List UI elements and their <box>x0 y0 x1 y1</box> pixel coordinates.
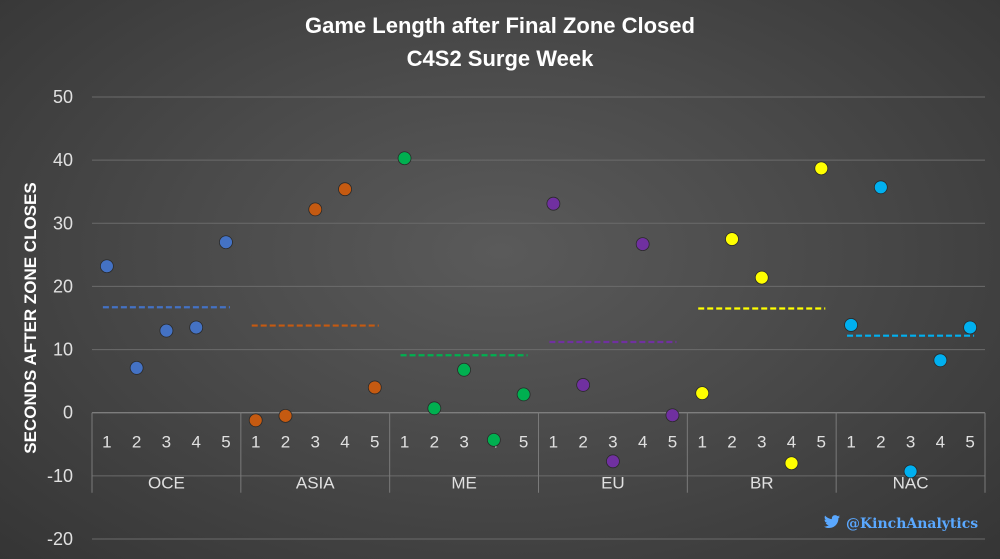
x-tick-label: 1 <box>697 433 706 452</box>
y-tick-label: 40 <box>53 150 73 170</box>
x-tick-label: 4 <box>936 433 945 452</box>
x-tick-label: 2 <box>727 433 736 452</box>
y-tick-label: 20 <box>53 276 73 296</box>
x-tick-label: 3 <box>162 433 171 452</box>
x-tick-label: 5 <box>817 433 826 452</box>
data-point <box>665 408 680 423</box>
x-tick-label: 5 <box>668 433 677 452</box>
x-tick-label: 1 <box>102 433 111 452</box>
data-point <box>367 380 382 395</box>
data-point <box>784 456 799 471</box>
data-point <box>397 151 412 166</box>
x-tick-label: 1 <box>400 433 409 452</box>
y-tick-label: 10 <box>53 340 73 360</box>
data-point <box>516 387 531 402</box>
x-tick-label: 3 <box>311 433 320 452</box>
mean-layer <box>102 306 975 357</box>
data-point <box>129 360 144 375</box>
group-label: OCE <box>148 474 185 493</box>
x-tick-label: 2 <box>281 433 290 452</box>
y-tick-label: 50 <box>53 87 73 107</box>
data-point <box>606 454 620 469</box>
y-axis-label: SECONDS AFTER ZONE CLOSES <box>21 182 40 453</box>
y-tick-label: 30 <box>53 213 73 233</box>
data-point <box>903 464 918 479</box>
data-point <box>278 408 293 423</box>
data-point <box>933 353 948 368</box>
data-point <box>99 259 114 274</box>
x-tick-label: 5 <box>370 433 379 452</box>
x-tick-label: 3 <box>906 433 915 452</box>
data-point <box>546 196 561 211</box>
axis-layer: -20 -10 0 10 20 30 40 50 OCE 1 2 3 4 5 ASIA 1 2 3 4 5 ME 1 2 3 4… <box>47 87 986 549</box>
data-point <box>873 180 888 195</box>
data-point <box>427 401 442 416</box>
data-point <box>248 413 263 428</box>
data-point <box>635 237 650 252</box>
data-point <box>725 232 739 246</box>
data-point <box>754 270 769 285</box>
x-tick-label: 4 <box>191 433 200 452</box>
twitter-bird-icon <box>824 515 840 529</box>
chart-title: Game Length after Final Zone Closed <box>305 13 695 38</box>
group-label: BR <box>750 474 774 493</box>
group-label: ASIA <box>296 474 335 493</box>
group-label: EU <box>601 474 625 493</box>
x-tick-label: 4 <box>787 433 796 452</box>
x-tick-label: 3 <box>608 433 617 452</box>
data-point <box>695 386 710 401</box>
data-point <box>576 378 591 392</box>
x-tick-label: 1 <box>251 433 260 452</box>
x-tick-label: 2 <box>430 433 439 452</box>
x-tick-label: 2 <box>132 433 141 452</box>
data-point <box>308 202 323 217</box>
x-tick-label: 1 <box>549 433 558 452</box>
y-tick-label: 0 <box>63 403 73 423</box>
y-tick-label: -10 <box>47 466 73 486</box>
x-tick-label: 2 <box>578 433 587 452</box>
data-point <box>189 320 204 335</box>
x-tick-label: 2 <box>876 433 885 452</box>
x-tick-label: 5 <box>221 433 230 452</box>
data-point <box>814 161 829 176</box>
watermark-text: @KinchAnalytics <box>846 516 978 532</box>
data-point <box>338 182 352 197</box>
watermark: @KinchAnalytics <box>824 515 978 532</box>
group-label: ME <box>451 474 477 493</box>
x-tick-label: 5 <box>519 433 528 452</box>
x-tick-label: 1 <box>846 433 855 452</box>
point-layer <box>99 151 978 479</box>
data-point <box>457 362 471 377</box>
data-point <box>159 323 174 338</box>
data-point <box>219 235 233 250</box>
data-point <box>844 318 858 332</box>
data-point <box>963 320 978 335</box>
x-tick-label: 4 <box>638 433 647 452</box>
x-tick-label: 5 <box>965 433 974 452</box>
y-tick-label: -20 <box>47 529 73 549</box>
group-label: NAC <box>893 474 929 493</box>
x-tick-label: 3 <box>757 433 766 452</box>
data-point <box>486 432 501 447</box>
chart-subtitle: C4S2 Surge Week <box>407 46 594 71</box>
x-tick-label: 4 <box>340 433 349 452</box>
x-tick-label: 3 <box>459 433 468 452</box>
